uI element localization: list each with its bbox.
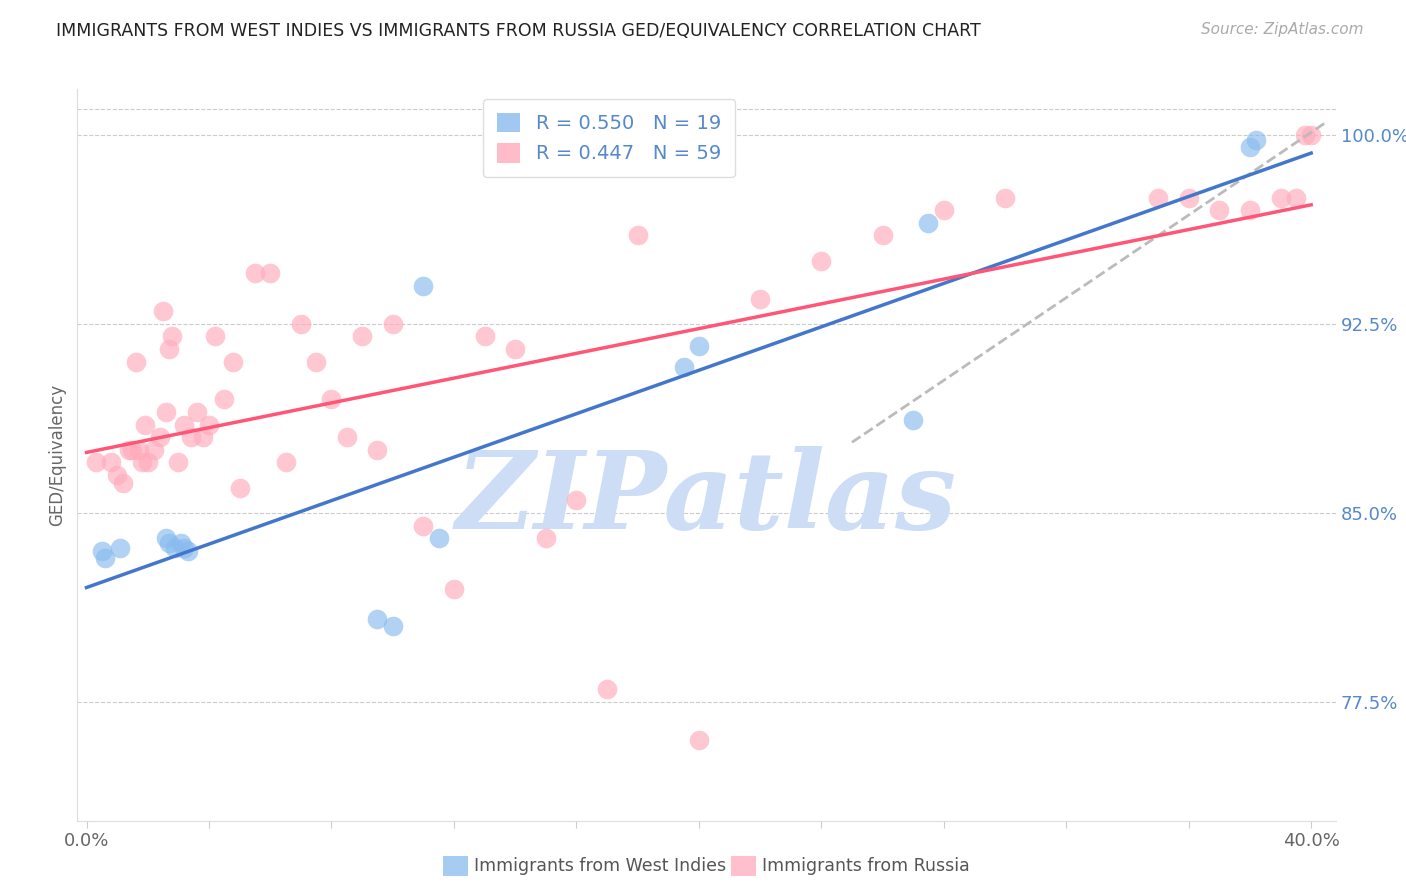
Point xyxy=(204,329,226,343)
Point xyxy=(165,541,187,556)
Point xyxy=(596,682,619,697)
Point xyxy=(688,339,710,353)
Point xyxy=(259,266,281,280)
Point xyxy=(274,455,297,469)
Point xyxy=(1239,203,1261,218)
Point xyxy=(565,493,588,508)
Point xyxy=(90,543,112,558)
Point xyxy=(198,417,221,432)
Point xyxy=(84,455,107,469)
Point xyxy=(152,304,174,318)
Point xyxy=(176,543,198,558)
Point xyxy=(810,253,832,268)
Point xyxy=(170,536,193,550)
Point xyxy=(173,541,195,556)
Point xyxy=(688,733,710,747)
Point xyxy=(157,536,180,550)
Point xyxy=(121,442,143,457)
Point xyxy=(901,412,924,426)
Point xyxy=(1177,191,1199,205)
Point xyxy=(118,442,141,457)
Point xyxy=(412,279,434,293)
Point xyxy=(173,417,195,432)
Point xyxy=(352,329,374,343)
Point xyxy=(366,612,388,626)
Point xyxy=(157,342,180,356)
Point xyxy=(128,442,150,457)
Point xyxy=(186,405,208,419)
Point xyxy=(1208,203,1230,218)
Point xyxy=(1285,191,1308,205)
Point xyxy=(191,430,214,444)
Point xyxy=(1239,140,1261,154)
Y-axis label: GED/Equivalency: GED/Equivalency xyxy=(48,384,66,526)
Point xyxy=(105,468,128,483)
Point xyxy=(932,203,955,218)
Point xyxy=(917,216,939,230)
Point xyxy=(1244,133,1267,147)
Point xyxy=(290,317,312,331)
Point xyxy=(749,292,772,306)
Text: IMMIGRANTS FROM WEST INDIES VS IMMIGRANTS FROM RUSSIA GED/EQUIVALENCY CORRELATIO: IMMIGRANTS FROM WEST INDIES VS IMMIGRANT… xyxy=(56,22,981,40)
Point xyxy=(381,317,404,331)
Text: ZIPatlas: ZIPatlas xyxy=(456,446,957,552)
Point xyxy=(131,455,153,469)
Point xyxy=(443,582,465,596)
Point xyxy=(142,442,165,457)
Point xyxy=(1270,191,1292,205)
Point xyxy=(100,455,122,469)
Point xyxy=(112,475,135,490)
Point xyxy=(672,359,695,374)
Point xyxy=(162,329,184,343)
Point xyxy=(124,354,146,368)
Point xyxy=(305,354,328,368)
Point xyxy=(243,266,266,280)
Text: Immigrants from West Indies: Immigrants from West Indies xyxy=(474,857,725,875)
Point xyxy=(94,551,117,566)
Point xyxy=(412,518,434,533)
Point xyxy=(872,228,894,243)
Legend: R = 0.550   N = 19, R = 0.447   N = 59: R = 0.550 N = 19, R = 0.447 N = 59 xyxy=(484,99,735,177)
Point xyxy=(321,392,343,407)
Point xyxy=(149,430,172,444)
Point xyxy=(222,354,245,368)
Point xyxy=(228,481,250,495)
Point xyxy=(503,342,526,356)
Point xyxy=(381,619,404,633)
Point xyxy=(474,329,496,343)
Point xyxy=(336,430,359,444)
Point xyxy=(994,191,1017,205)
Text: Immigrants from Russia: Immigrants from Russia xyxy=(762,857,970,875)
Point xyxy=(136,455,159,469)
Point xyxy=(627,228,650,243)
Point xyxy=(180,430,202,444)
Point xyxy=(1147,191,1170,205)
Point xyxy=(427,531,450,545)
Point xyxy=(167,455,190,469)
Point xyxy=(534,531,557,545)
Point xyxy=(366,442,388,457)
Point xyxy=(155,405,177,419)
Point xyxy=(134,417,156,432)
Point xyxy=(1301,128,1323,142)
Point xyxy=(155,531,177,545)
Point xyxy=(108,541,131,556)
Point xyxy=(1294,128,1316,142)
Text: Source: ZipAtlas.com: Source: ZipAtlas.com xyxy=(1201,22,1364,37)
Point xyxy=(214,392,236,407)
